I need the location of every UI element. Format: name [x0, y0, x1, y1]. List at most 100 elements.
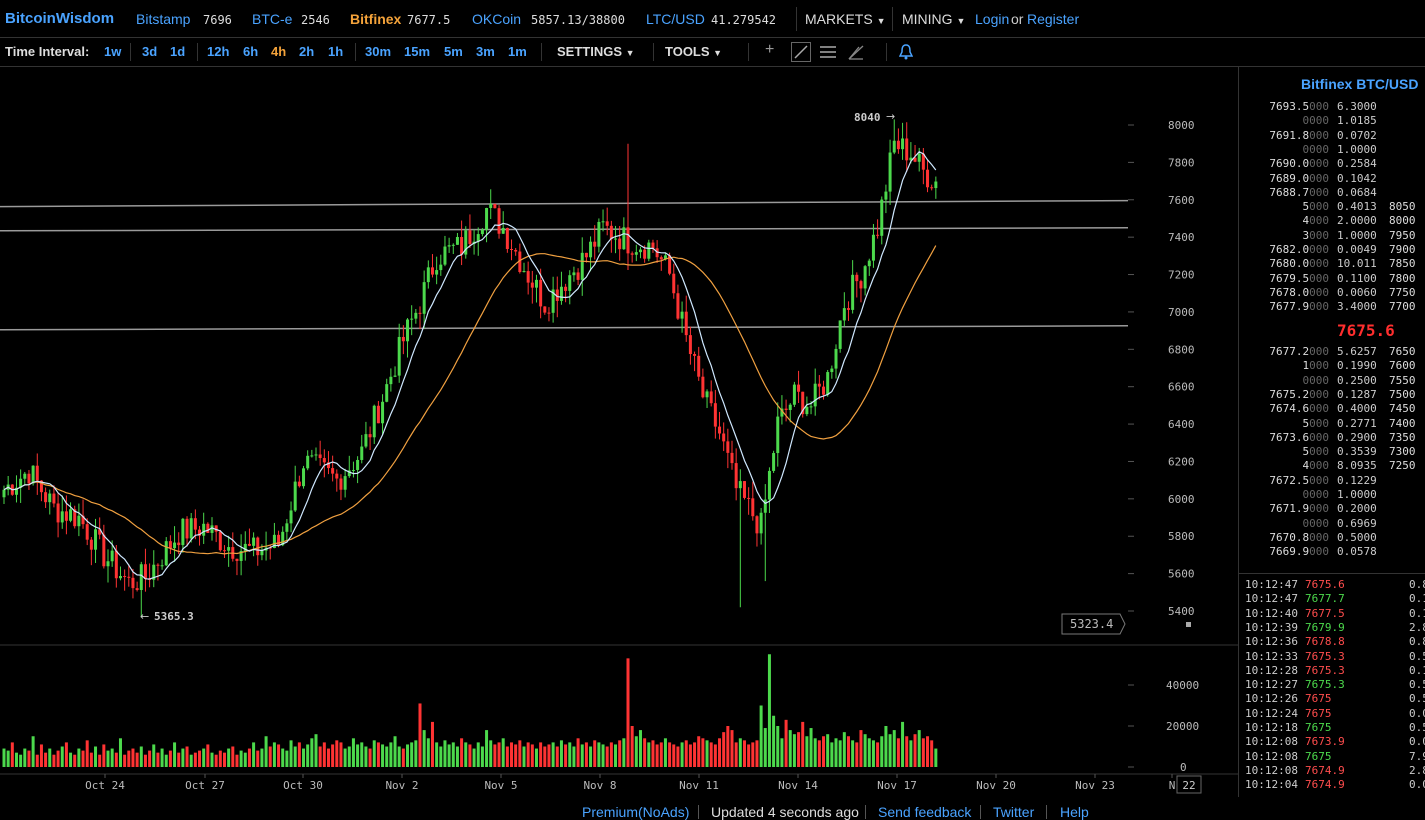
interval-4h[interactable]: 4h: [271, 44, 287, 59]
bid-row[interactable]: 7672.5000 0.1229: [1239, 474, 1425, 488]
candle-body: [859, 281, 863, 289]
exchange-okcoin[interactable]: OKCoin: [472, 11, 522, 27]
markets-menu[interactable]: MARKETS ▼: [805, 11, 886, 27]
ask-row[interactable]: 7688.7000 0.0684: [1239, 186, 1425, 200]
ask-row[interactable]: 5000 0.4013 8050: [1239, 200, 1425, 214]
bid-row[interactable]: 7669.9000 0.0578: [1239, 545, 1425, 559]
candle-body: [738, 481, 742, 489]
login-link[interactable]: Login: [975, 11, 1010, 27]
bid-depth-level: 7650: [1389, 345, 1416, 358]
ask-row[interactable]: 7689.0000 0.1042: [1239, 172, 1425, 186]
bid-row[interactable]: 5000 0.3539 7300: [1239, 445, 1425, 459]
ask-row[interactable]: 7691.8000 0.0702: [1239, 129, 1425, 143]
ask-row[interactable]: 7690.0000 0.2584: [1239, 157, 1425, 171]
interval-3d[interactable]: 3d: [142, 44, 158, 59]
register-link[interactable]: Register: [1027, 11, 1080, 27]
price-chart[interactable]: 5400 5600 5800 6000 6200 6400 6600 6800 7000 7200…: [0, 67, 1238, 797]
volume-bar: [684, 740, 688, 767]
bid-amount: 0.1287: [1337, 387, 1377, 401]
bid-row[interactable]: 5000 0.2771 7400: [1239, 417, 1425, 431]
bid-row[interactable]: 7675.2000 0.1287 7500: [1239, 388, 1425, 402]
recent-trades-list: 10:12:477675.60.810:12:477677.70.110:12:…: [1239, 573, 1425, 791]
candle-body: [614, 238, 618, 240]
bid-row[interactable]: 0000 1.0000: [1239, 488, 1425, 502]
volume-bar: [85, 740, 89, 767]
trade-amount: 0.1: [1409, 592, 1425, 606]
bid-row[interactable]: 4000 8.0935 7250: [1239, 459, 1425, 473]
ask-row[interactable]: 7678.0000 0.0060 7750: [1239, 286, 1425, 300]
volume-bar: [763, 728, 767, 767]
interval-12h[interactable]: 12h: [207, 44, 230, 59]
volume-bar: [830, 742, 834, 767]
bid-price-main: 5: [1302, 445, 1310, 459]
ask-price-main: 7688.7: [1269, 185, 1310, 199]
chart-handle[interactable]: [1186, 622, 1191, 627]
tools-menu[interactable]: TOOLS ▼: [665, 44, 722, 59]
bid-row[interactable]: 7673.6000 0.2900 7350: [1239, 431, 1425, 445]
candle-body: [576, 272, 580, 280]
interval-5m[interactable]: 5m: [444, 44, 463, 59]
interval-1h[interactable]: 1h: [328, 44, 344, 59]
bid-row[interactable]: 7670.8000 0.5000: [1239, 531, 1425, 545]
bid-depth-level: 7300: [1389, 445, 1416, 459]
bid-row[interactable]: 0000 0.6969: [1239, 517, 1425, 531]
volume-bar: [917, 730, 921, 767]
interval-1m[interactable]: 1m: [508, 44, 527, 59]
interval-15m[interactable]: 15m: [404, 44, 431, 59]
candle-body: [435, 270, 439, 275]
interval-30m[interactable]: 30m: [365, 44, 392, 59]
bid-price-main: 7674.6: [1269, 402, 1310, 416]
ask-row[interactable]: 7693.5000 6.3000: [1239, 100, 1425, 114]
candle-body: [846, 308, 850, 310]
exchange-ltcusd[interactable]: LTC/USD: [646, 11, 705, 27]
ask-row[interactable]: 7682.0000 0.0049 7900: [1239, 243, 1425, 257]
bid-row[interactable]: 7671.9000 0.2000: [1239, 502, 1425, 516]
interval-1w[interactable]: 1w: [104, 44, 122, 59]
updated-status: Updated 4 seconds ago: [711, 804, 859, 820]
exchange-btce[interactable]: BTC-e: [252, 11, 293, 27]
alert-bell-icon[interactable]: [898, 44, 914, 63]
twitter-link[interactable]: Twitter: [993, 804, 1035, 820]
bid-row[interactable]: 1000 0.1990 7600: [1239, 359, 1425, 373]
volume-bar: [360, 742, 364, 767]
ask-row[interactable]: 4000 2.0000 8000: [1239, 214, 1425, 228]
crosshair-icon[interactable]: +: [765, 41, 775, 58]
interval-1d[interactable]: 1d: [170, 44, 186, 59]
ask-price-suffix: 000: [1309, 200, 1329, 214]
trendline-icon[interactable]: [791, 42, 811, 65]
help-link[interactable]: Help: [1060, 804, 1089, 820]
horizontal-lines-icon[interactable]: [819, 44, 837, 63]
volume-bar: [738, 738, 742, 767]
send-feedback-link[interactable]: Send feedback: [878, 804, 972, 820]
bid-row[interactable]: 0000 0.2500 7550: [1239, 374, 1425, 388]
exchange-bitfinex[interactable]: Bitfinex: [350, 11, 402, 27]
volume-bar: [181, 748, 185, 767]
ask-row[interactable]: 0000 1.0185: [1239, 114, 1425, 128]
ask-row[interactable]: 7677.9000 3.4000 7700: [1239, 300, 1425, 314]
ask-row[interactable]: 7680.0000 10.011 7850: [1239, 257, 1425, 271]
caret-down-icon: ▼: [713, 48, 723, 58]
bid-row[interactable]: 7674.6000 0.4000 7450: [1239, 402, 1425, 416]
candle-body: [285, 523, 289, 532]
ask-row[interactable]: 7679.5000 0.1100 7800: [1239, 272, 1425, 286]
volume-bar: [222, 752, 226, 767]
candle-body: [393, 375, 397, 377]
interval-3m[interactable]: 3m: [476, 44, 495, 59]
exchange-bitstamp[interactable]: Bitstamp: [136, 11, 191, 27]
settings-menu[interactable]: SETTINGS ▼: [557, 44, 635, 59]
interval-6h[interactable]: 6h: [243, 44, 259, 59]
bid-row[interactable]: 7677.2000 5.6257 7650: [1239, 345, 1425, 359]
bid-price-suffix: 000: [1309, 530, 1329, 544]
candle-body: [156, 564, 160, 566]
mining-menu[interactable]: MINING ▼: [902, 11, 965, 27]
fib-icon[interactable]: [847, 44, 865, 63]
interval-2h[interactable]: 2h: [299, 44, 315, 59]
ask-row[interactable]: 3000 1.0000 7950: [1239, 229, 1425, 243]
candle-body: [381, 401, 385, 424]
candle-body: [293, 481, 297, 511]
ask-row[interactable]: 0000 1.0000: [1239, 143, 1425, 157]
volume-bar: [605, 746, 609, 767]
volume-bar: [614, 744, 618, 767]
brand-logo[interactable]: BitcoinWisdom: [5, 10, 115, 27]
premium-link[interactable]: Premium(NoAds): [582, 804, 690, 820]
